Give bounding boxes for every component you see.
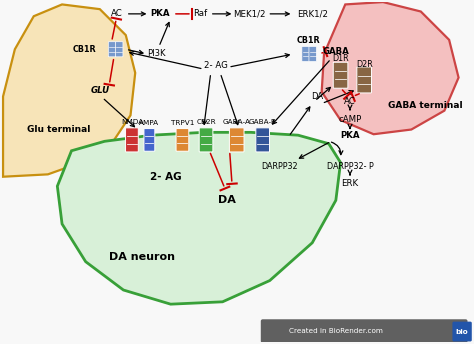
FancyBboxPatch shape [309, 46, 317, 62]
Text: Created in BioRender.com: Created in BioRender.com [289, 328, 383, 334]
Text: DARPP32: DARPP32 [261, 162, 298, 171]
Text: GABA-B: GABA-B [249, 119, 277, 125]
FancyBboxPatch shape [115, 42, 123, 57]
Polygon shape [322, 2, 458, 134]
Text: CB2R: CB2R [196, 119, 216, 125]
FancyBboxPatch shape [333, 62, 348, 88]
FancyBboxPatch shape [261, 319, 467, 343]
Text: ERK: ERK [341, 179, 358, 188]
FancyBboxPatch shape [302, 46, 310, 62]
FancyBboxPatch shape [256, 128, 270, 152]
Text: PI3K: PI3K [147, 50, 166, 58]
Text: D2R: D2R [356, 60, 373, 69]
Polygon shape [3, 4, 135, 177]
Text: DA neuron: DA neuron [109, 252, 175, 262]
FancyBboxPatch shape [229, 128, 244, 152]
Text: cAMP: cAMP [338, 115, 362, 123]
Text: TRPV1: TRPV1 [171, 120, 194, 126]
Text: Glu terminal: Glu terminal [27, 125, 90, 134]
FancyBboxPatch shape [144, 129, 155, 151]
Text: DARPP32- P: DARPP32- P [327, 162, 374, 171]
Polygon shape [57, 132, 340, 304]
Text: CB1R: CB1R [73, 45, 96, 54]
FancyArrowPatch shape [331, 142, 343, 154]
FancyBboxPatch shape [109, 42, 116, 57]
FancyBboxPatch shape [126, 128, 138, 152]
Text: 2- AG: 2- AG [150, 172, 182, 182]
FancyBboxPatch shape [176, 129, 189, 151]
Text: DA: DA [219, 195, 236, 205]
FancyBboxPatch shape [199, 128, 213, 152]
Text: AC: AC [110, 9, 122, 18]
Text: D1R: D1R [332, 54, 349, 63]
Text: AMPA: AMPA [139, 120, 159, 126]
Text: GABA: GABA [322, 47, 349, 56]
FancyBboxPatch shape [357, 67, 372, 93]
FancyBboxPatch shape [452, 322, 472, 342]
Text: GABA terminal: GABA terminal [388, 101, 463, 110]
Text: AC: AC [344, 97, 356, 106]
Text: ERK1/2: ERK1/2 [297, 9, 328, 18]
Text: bio: bio [456, 329, 468, 335]
Text: CB1R: CB1R [297, 36, 320, 45]
Text: PKA: PKA [150, 9, 170, 18]
Text: GABA-A: GABA-A [223, 119, 251, 125]
Text: NMDA: NMDA [121, 119, 143, 125]
Text: MEK1/2: MEK1/2 [233, 9, 266, 18]
Text: 2- AG: 2- AG [203, 61, 228, 70]
Text: GLU: GLU [90, 86, 109, 95]
Text: Raf: Raf [193, 9, 207, 18]
Text: PKA: PKA [340, 131, 360, 140]
Text: DA: DA [311, 92, 323, 101]
